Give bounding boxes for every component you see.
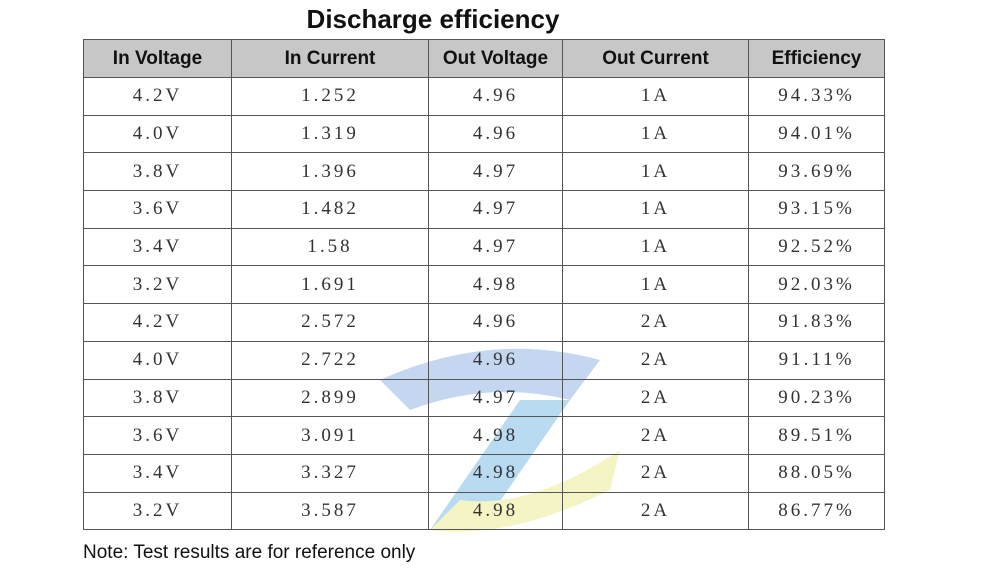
table-cell: 2A xyxy=(562,416,749,455)
table-cell: 3.091 xyxy=(231,416,429,455)
header-cell: Out Current xyxy=(562,39,749,78)
table-cell: 86.77% xyxy=(748,491,885,531)
table-cell: 4.98 xyxy=(428,265,563,305)
table-cell: 3.587 xyxy=(231,491,429,531)
table-cell: 4.98 xyxy=(428,416,563,455)
table-cell: 4.96 xyxy=(428,77,563,116)
table-cell: 4.96 xyxy=(428,340,563,380)
table-cell: 1.252 xyxy=(231,77,429,116)
table-cell: 4.96 xyxy=(428,114,563,154)
header-cell: In Current xyxy=(231,39,429,78)
table-cell: 1.58 xyxy=(231,227,429,267)
table-cell: 3.8V xyxy=(83,378,232,418)
table-row: 4.0V 2.722 4.96 2A 91.11% xyxy=(83,340,885,380)
table-cell: 2.899 xyxy=(231,378,429,418)
table-cell: 3.2V xyxy=(83,491,232,531)
table-cell: 1.396 xyxy=(231,152,429,192)
table-cell: 2A xyxy=(562,303,749,342)
table-cell: 4.98 xyxy=(428,453,563,493)
table-cell: 1A xyxy=(562,114,749,154)
table-cell: 3.8V xyxy=(83,152,232,192)
efficiency-table: In Voltage In Current Out Voltage Out Curre… xyxy=(83,39,885,531)
table-row: 3.2V 3.587 4.98 2A 86.77% xyxy=(83,491,885,531)
table-cell: 1A xyxy=(562,152,749,192)
table-cell: 92.03% xyxy=(748,265,885,305)
header-row: In Voltage In Current Out Voltage Out Curre… xyxy=(83,39,885,78)
table-cell: 93.15% xyxy=(748,190,885,229)
table-cell: 1.319 xyxy=(231,114,429,154)
table-row: 3.8V 1.396 4.97 1A 93.69% xyxy=(83,152,885,192)
table-cell: 4.97 xyxy=(428,227,563,267)
table-cell: 94.33% xyxy=(748,77,885,116)
table-cell: 3.4V xyxy=(83,453,232,493)
table-cell: 88.05% xyxy=(748,453,885,493)
table-cell: 91.11% xyxy=(748,340,885,380)
table-row: 4.0V 1.319 4.96 1A 94.01% xyxy=(83,114,885,154)
table-row: 3.4V 1.58 4.97 1A 92.52% xyxy=(83,227,885,267)
header-cell: Efficiency xyxy=(748,39,885,78)
table-cell: 1.482 xyxy=(231,190,429,229)
table-cell: 1A xyxy=(562,190,749,229)
table-cell: 1A xyxy=(562,265,749,305)
table-row: 4.2V 1.252 4.96 1A 94.33% xyxy=(83,77,885,116)
note: Note: Test results are for reference onl… xyxy=(83,542,416,563)
table-cell: 89.51% xyxy=(748,416,885,455)
table-cell: 1.691 xyxy=(231,265,429,305)
table-cell: 2A xyxy=(562,491,749,531)
table-cell: 4.0V xyxy=(83,114,232,154)
table-cell: 1A xyxy=(562,77,749,116)
table-cell: 4.2V xyxy=(83,77,232,116)
table-cell: 4.96 xyxy=(428,303,563,342)
table-cell: 2A xyxy=(562,340,749,380)
table-body: 4.2V 1.252 4.96 1A 94.33% 4.0V 1.319 4.96 1A 94.0… xyxy=(83,77,885,531)
table-cell: 90.23% xyxy=(748,378,885,418)
table-row: 3.6V 3.091 4.98 2A 89.51% xyxy=(83,416,885,455)
table-cell: 3.6V xyxy=(83,190,232,229)
table-cell: 2.722 xyxy=(231,340,429,380)
table-row: 3.6V 1.482 4.97 1A 93.15% xyxy=(83,190,885,229)
table-cell: 4.0V xyxy=(83,340,232,380)
table-cell: 4.97 xyxy=(428,190,563,229)
table-cell: 4.97 xyxy=(428,152,563,192)
table-cell: 93.69% xyxy=(748,152,885,192)
title: Discharge efficiency xyxy=(306,4,560,34)
table-cell: 92.52% xyxy=(748,227,885,267)
table-row: 3.2V 1.691 4.98 1A 92.03% xyxy=(83,265,885,305)
table-cell: 2.572 xyxy=(231,303,429,342)
table-cell: 2A xyxy=(562,378,749,418)
table-cell: 3.327 xyxy=(231,453,429,493)
table-cell: 3.4V xyxy=(83,227,232,267)
table-cell: 91.83% xyxy=(748,303,885,342)
table-cell: 2A xyxy=(562,453,749,493)
header-cell: In Voltage xyxy=(83,39,232,78)
table-cell: 1A xyxy=(562,227,749,267)
table-cell: 4.97 xyxy=(428,378,563,418)
table-cell: 4.2V xyxy=(83,303,232,342)
table-cell: 3.6V xyxy=(83,416,232,455)
table-cell: 3.2V xyxy=(83,265,232,305)
table-row: 3.4V 3.327 4.98 2A 88.05% xyxy=(83,453,885,493)
header-cell: Out Voltage xyxy=(428,39,563,78)
table-row: 4.2V 2.572 4.96 2A 91.83% xyxy=(83,303,885,342)
table-row: 3.8V 2.899 4.97 2A 90.23% xyxy=(83,378,885,418)
table-cell: 94.01% xyxy=(748,114,885,154)
table-cell: 4.98 xyxy=(428,491,563,531)
